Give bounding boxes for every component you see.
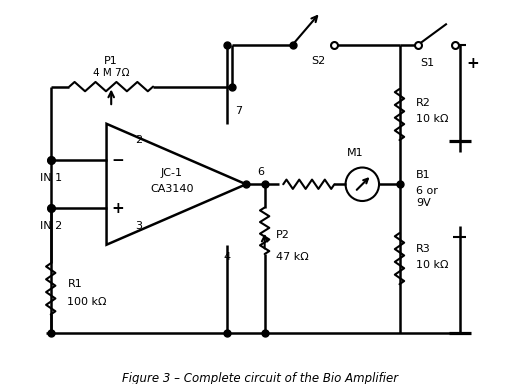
Text: B1: B1 xyxy=(416,170,431,180)
Text: 7: 7 xyxy=(235,106,242,116)
Text: 6: 6 xyxy=(257,167,264,177)
Text: R2: R2 xyxy=(416,98,431,108)
Text: 10 kΩ: 10 kΩ xyxy=(416,114,449,124)
Text: +: + xyxy=(111,201,124,216)
Text: R1: R1 xyxy=(68,279,82,289)
Text: IN 1: IN 1 xyxy=(40,173,62,183)
Text: P2: P2 xyxy=(276,230,290,240)
Text: 47 kΩ: 47 kΩ xyxy=(276,252,308,262)
Text: 10 kΩ: 10 kΩ xyxy=(416,260,449,270)
Text: 2: 2 xyxy=(136,135,142,145)
Text: 4: 4 xyxy=(224,252,231,262)
Text: IN 2: IN 2 xyxy=(40,222,62,232)
Text: CA3140: CA3140 xyxy=(150,184,193,194)
Text: 6 or: 6 or xyxy=(416,186,438,196)
Text: S2: S2 xyxy=(311,56,325,66)
Text: Figure 3 – Complete circuit of the Bio Amplifier: Figure 3 – Complete circuit of the Bio A… xyxy=(122,372,398,384)
Text: 100 kΩ: 100 kΩ xyxy=(68,297,107,307)
Text: M1: M1 xyxy=(346,148,363,158)
Text: S1: S1 xyxy=(420,58,435,68)
Text: 4 M 7Ω: 4 M 7Ω xyxy=(93,68,129,78)
Text: 3: 3 xyxy=(136,222,142,232)
Text: −: − xyxy=(111,152,124,167)
Text: 9V: 9V xyxy=(416,198,431,208)
Text: +: + xyxy=(466,56,479,71)
Text: R3: R3 xyxy=(416,244,431,254)
Text: P1: P1 xyxy=(105,56,118,66)
Text: JC-1: JC-1 xyxy=(161,168,183,178)
